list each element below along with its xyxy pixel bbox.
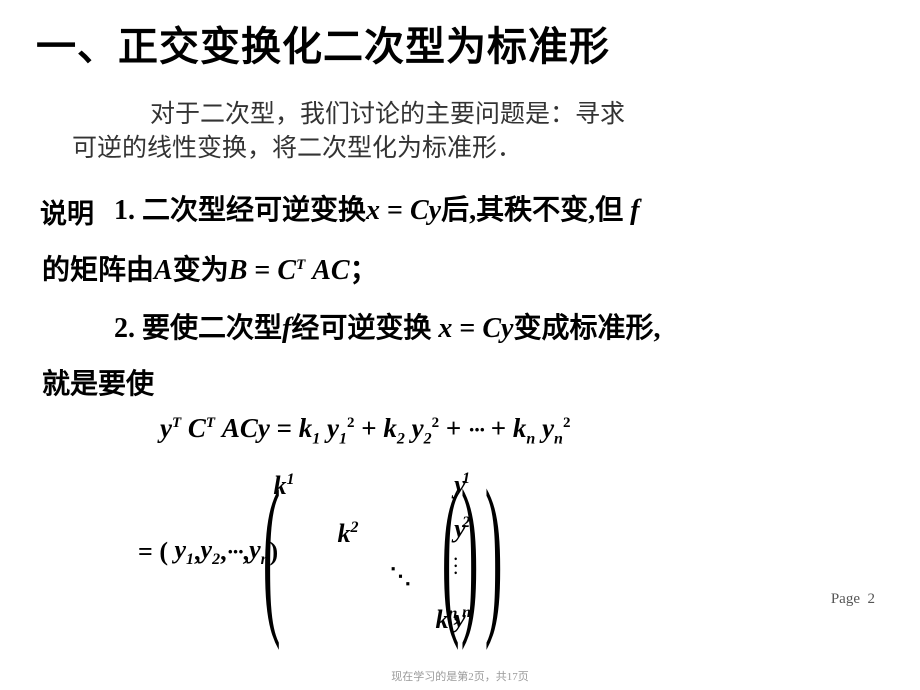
equation-line-1: yT CT ACy = k1 y12 + k2 y22 + ··· + kn y… bbox=[160, 413, 570, 448]
var-A: A bbox=[154, 255, 173, 286]
text: 变为 bbox=[173, 255, 229, 286]
section-heading: 一、正交变换化二次型为标准形 bbox=[36, 14, 610, 72]
page-label: Page bbox=[831, 591, 860, 607]
point-1-line-a: 1. 二次型经可逆变换x = Cy后,其秩不变,但 f bbox=[114, 188, 639, 228]
point-2-line-a: 2. 要使二次型f经可逆变换 x = Cy变成标准形, bbox=[114, 306, 660, 346]
footer-note: 现在学习的是第2页，共17页 bbox=[0, 668, 920, 684]
intro-line-2: 可逆的线性变换，将二次型化为标准形． bbox=[72, 128, 522, 164]
slide: 一、正交变换化二次型为标准形 对于二次型，我们讨论的主要问题是：寻求 可逆的线性… bbox=[0, 0, 920, 690]
text: 的矩阵由 bbox=[42, 255, 154, 286]
point-2-line-b: 就是要使 bbox=[42, 362, 154, 402]
page-current: 2 bbox=[868, 591, 876, 607]
right-paren-vector: ) bbox=[485, 463, 503, 641]
explanation-label: 说明 bbox=[40, 192, 94, 231]
point-1-line-b: 的矩阵由A变为B = CT AC； bbox=[42, 248, 378, 288]
intro-line-1: 对于二次型，我们讨论的主要问题是：寻求 bbox=[150, 94, 625, 130]
text: ； bbox=[350, 255, 378, 286]
equation-matrix-row: = ( y1, y2, ···, yn ) ( k1 k2 ⋱ kn ) ( y… bbox=[138, 452, 460, 652]
page-number: Page 2 bbox=[831, 591, 875, 608]
